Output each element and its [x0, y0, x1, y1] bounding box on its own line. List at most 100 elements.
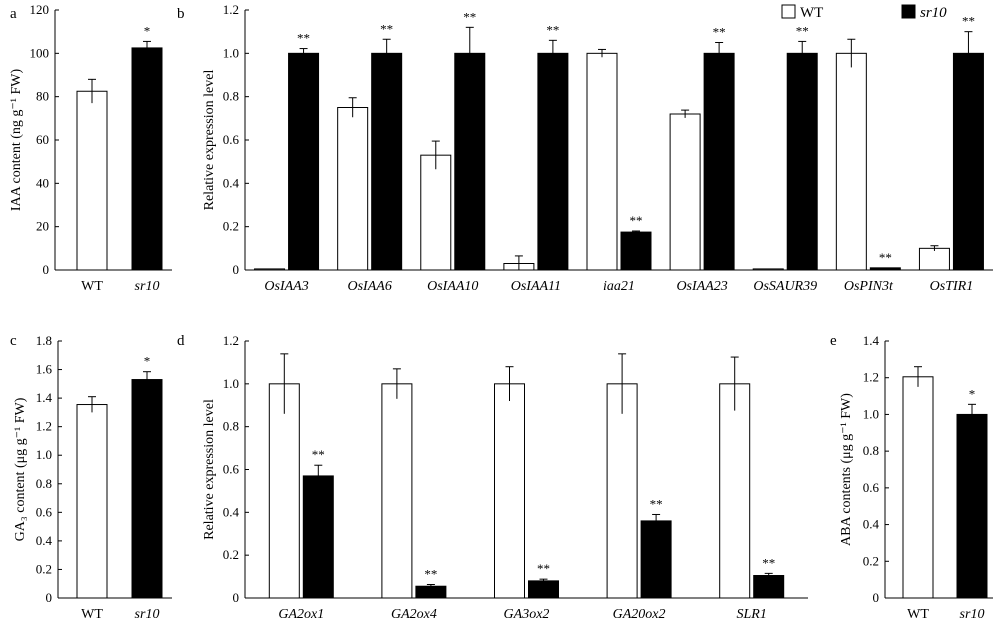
x-tick-label: GA20ox2	[613, 607, 666, 622]
bar	[420, 154, 452, 271]
y-tick-label: 0.6	[223, 132, 240, 147]
x-tick-label: sr10	[135, 279, 160, 294]
bar	[753, 575, 785, 599]
panel-letter-b: b	[177, 6, 185, 22]
y-tick-label: 0.4	[223, 175, 240, 190]
bar	[337, 107, 369, 271]
y-tick-label: 80	[36, 89, 49, 104]
significance-label: **	[879, 250, 892, 265]
significance-label: **	[796, 23, 809, 38]
y-tick-label: 100	[30, 45, 50, 60]
legend-swatch-wt	[781, 4, 796, 19]
bar	[494, 383, 525, 599]
significance-label: *	[144, 354, 151, 369]
bar	[606, 383, 638, 599]
legend-label-sr10: sr10	[920, 5, 947, 21]
bar	[752, 268, 784, 271]
bar	[454, 52, 486, 271]
significance-label: **	[630, 213, 643, 228]
bar	[381, 383, 413, 599]
x-tick-label: OsIAA3	[264, 279, 308, 294]
x-tick-label: GA2ox4	[391, 607, 437, 622]
y-tick-label: 1.6	[36, 362, 53, 377]
bar	[302, 475, 334, 599]
panel-d: d 0 0.2 0.4 0.6 0.8 1.0 1.2 Relative expression …	[177, 333, 808, 622]
bar	[918, 247, 950, 271]
bar	[371, 52, 403, 271]
y-tick-label: 20	[36, 219, 49, 234]
bar	[76, 404, 108, 599]
bar	[586, 52, 618, 271]
y-tick-label: 0	[233, 262, 240, 277]
x-tick-label: sr10	[135, 607, 160, 622]
significance-label: *	[969, 386, 976, 401]
x-tick-label: WT	[81, 607, 103, 622]
x-tick-label: OsTIR1	[930, 279, 974, 294]
y-tick-label: 0.2	[223, 547, 239, 562]
x-tick-label: WT	[81, 279, 103, 294]
x-tick-label: OsIAA6	[348, 279, 392, 294]
y-tick-label: 1.4	[863, 333, 880, 348]
y-tick-label: 1.2	[36, 419, 52, 434]
significance-label: **	[424, 567, 437, 582]
bar	[288, 52, 320, 271]
significance-label: **	[537, 561, 550, 576]
y-axis-label: Relative expression level	[202, 399, 217, 540]
bar	[835, 52, 867, 271]
panel-letter-c: c	[10, 333, 17, 349]
significance-label: **	[380, 21, 393, 36]
x-tick-label: iaa21	[603, 279, 635, 294]
x-tick-label: OsIAA23	[676, 279, 727, 294]
legend: WT sr10	[781, 4, 947, 21]
bar	[415, 585, 447, 599]
y-tick-label: 0.8	[223, 419, 239, 434]
y-tick-label: 0	[43, 262, 50, 277]
x-tick-label: OsSAUR39	[753, 279, 817, 294]
x-tick-label: WT	[907, 607, 929, 622]
panel-letter-a: a	[10, 6, 17, 22]
significance-label: **	[546, 22, 559, 37]
x-tick-label: OsIAA11	[511, 279, 561, 294]
y-tick-label: 60	[36, 132, 49, 147]
bar	[703, 52, 735, 271]
y-tick-label: 120	[30, 2, 50, 17]
bar	[76, 90, 108, 271]
x-tick-label: OsIAA10	[427, 279, 478, 294]
y-tick-label: 0	[46, 590, 53, 605]
y-tick-label: 0.8	[863, 443, 879, 458]
significance-label: **	[713, 25, 726, 40]
x-tick-label: GA2ox1	[278, 607, 324, 622]
significance-label: **	[312, 447, 325, 462]
y-axis-label: ABA contents (μg g⁻¹ FW)	[839, 393, 854, 546]
y-tick-label: 1.2	[863, 370, 879, 385]
y-axis-label: IAA content (ng g⁻¹ FW)	[9, 69, 24, 212]
bar	[902, 376, 934, 599]
y-tick-label: 0.8	[223, 89, 239, 104]
panel-c: c 0 0.2 0.4 0.6 0.8 1.0 1.2 1.4 1.6 1.8 GA₃ content…	[10, 333, 172, 622]
y-tick-label: 1.0	[36, 447, 52, 462]
x-tick-label: OsPIN3t	[844, 279, 894, 294]
x-tick-label: GA3ox2	[504, 607, 550, 622]
bar	[528, 580, 559, 599]
bar	[869, 267, 901, 271]
y-tick-label: 0.4	[863, 517, 880, 532]
y-tick-label: 0.6	[863, 480, 880, 495]
y-tick-label: 0.2	[223, 219, 239, 234]
bar	[620, 231, 652, 271]
y-axis-label: Relative expression level	[202, 70, 217, 211]
panel-letter-e: e	[830, 333, 837, 349]
bar	[131, 379, 163, 599]
significance-label: **	[962, 14, 975, 29]
panel-b: b 0 0.2 0.4 0.6 0.8 1.0 1.2 Relative expression …	[177, 2, 993, 294]
y-axis-label: GA₃ content (μg g⁻¹ FW)	[13, 397, 28, 541]
bar	[952, 52, 984, 271]
y-tick-label: 0.4	[223, 504, 240, 519]
significance-label: **	[297, 31, 310, 46]
y-tick-label: 1.8	[36, 333, 52, 348]
y-tick-label: 1.4	[36, 390, 53, 405]
y-tick-label: 1.0	[223, 45, 239, 60]
y-tick-label: 0	[873, 590, 880, 605]
legend-label-wt: WT	[800, 5, 823, 21]
bar	[719, 383, 751, 599]
y-tick-label: 0.2	[863, 553, 879, 568]
